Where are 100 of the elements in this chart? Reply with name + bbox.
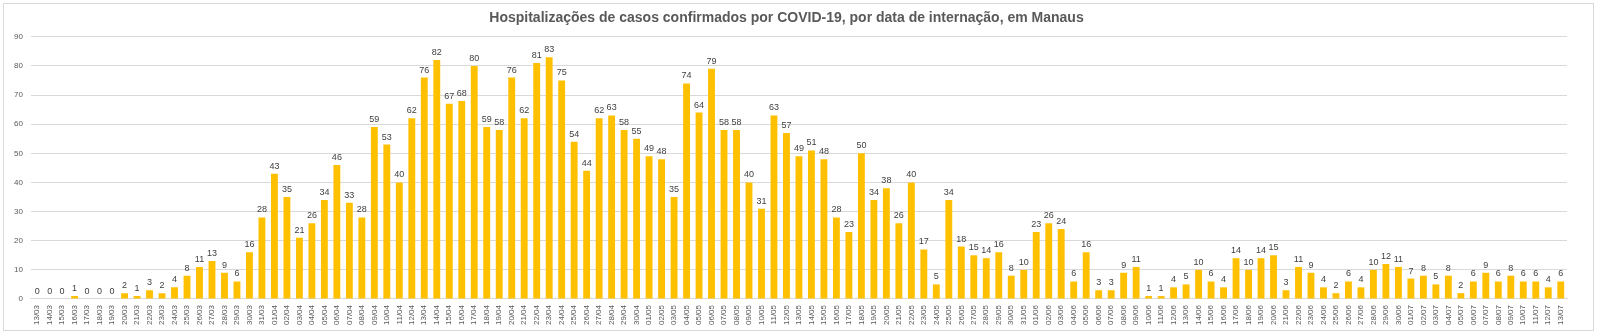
data-label: 63 <box>768 102 779 113</box>
bar <box>1270 255 1277 299</box>
bar <box>1007 275 1015 299</box>
data-label: 83 <box>544 44 555 55</box>
data-label: 6 <box>1071 268 1077 279</box>
data-label: 79 <box>706 55 717 66</box>
data-label: 10 <box>1193 256 1204 267</box>
data-label: 14 <box>981 245 992 256</box>
bar <box>558 80 566 299</box>
x-tick-label: 20/03 <box>119 304 129 326</box>
x-tick-label: 01/05 <box>644 304 654 326</box>
x-tick-label: 27/06 <box>1356 304 1366 326</box>
data-label: 2 <box>159 280 165 291</box>
bar <box>683 83 690 299</box>
data-label: 24 <box>1056 216 1067 227</box>
x-tick-label: 10/06 <box>1143 304 1153 326</box>
data-label: 10 <box>1018 256 1029 267</box>
x-tick-label: 26/03 <box>194 304 204 326</box>
x-tick-label: 04/04 <box>307 304 317 326</box>
data-label: 4 <box>1358 274 1364 285</box>
x-tick-label: 02/04 <box>282 304 292 326</box>
x-tick-label: 30/03 <box>244 304 254 326</box>
bar <box>907 182 915 299</box>
bar <box>1057 229 1065 299</box>
data-label: 49 <box>793 143 804 154</box>
x-tick-label: 15/05 <box>819 304 829 326</box>
bar <box>433 60 441 299</box>
bar <box>820 159 828 299</box>
x-tick-label: 28/05 <box>981 304 991 326</box>
bar <box>783 132 790 299</box>
data-label: 4 <box>1320 274 1326 285</box>
data-label: 43 <box>269 160 280 171</box>
x-tick-label: 20/04 <box>506 304 516 326</box>
bar <box>1482 272 1490 299</box>
bar <box>171 287 178 299</box>
bar <box>408 118 416 299</box>
data-label: 62 <box>406 105 417 116</box>
bar <box>1195 269 1203 299</box>
data-label: 48 <box>656 146 667 157</box>
x-tick-label: 23/05 <box>919 304 929 326</box>
data-label: 40 <box>906 169 917 180</box>
bar <box>895 223 903 299</box>
data-label: 6 <box>1495 268 1501 279</box>
bar <box>733 130 740 299</box>
data-label: 11 <box>1393 253 1404 264</box>
x-tick-label: 30/06 <box>1393 304 1403 326</box>
x-tick-label: 22/06 <box>1293 304 1303 326</box>
x-tick-label: 27/03 <box>207 304 217 326</box>
x-tick-label: 19/05 <box>869 304 879 326</box>
x-tick-label: 18/05 <box>856 304 866 326</box>
bar <box>583 170 591 299</box>
data-label: 58 <box>731 117 742 127</box>
x-tick-label: 16/03 <box>69 304 79 326</box>
x-tick-label: 02/05 <box>656 304 666 326</box>
data-label: 13 <box>206 248 217 259</box>
data-label: 58 <box>494 117 505 127</box>
data-label: 34 <box>319 186 330 197</box>
bar <box>308 223 316 299</box>
x-tick-label: 08/05 <box>731 304 741 326</box>
bar <box>870 199 878 299</box>
x-tick-label: 24/06 <box>1318 304 1328 326</box>
data-label: 0 <box>34 285 40 296</box>
x-tick-label: 04/05 <box>681 304 691 326</box>
data-label: 31 <box>756 195 767 206</box>
data-label: 1 <box>1158 283 1164 294</box>
data-label: 62 <box>594 105 605 116</box>
x-tick-label: 13/07 <box>1555 304 1565 326</box>
data-label: 2 <box>1333 280 1339 291</box>
data-label: 3 <box>147 277 153 288</box>
bar <box>970 255 978 299</box>
bar <box>1170 287 1178 299</box>
x-tick-label: 21/05 <box>894 304 904 326</box>
bar <box>1369 269 1377 299</box>
data-label: 9 <box>1121 259 1127 270</box>
bar <box>595 118 603 299</box>
x-tick-label: 26/04 <box>581 304 591 326</box>
bar <box>445 103 453 299</box>
data-label: 3 <box>1283 277 1289 288</box>
data-label: 49 <box>644 143 655 154</box>
data-label: 40 <box>394 169 405 180</box>
x-tick-label: 31/03 <box>257 304 267 326</box>
x-tick-label: 19/03 <box>107 304 117 326</box>
data-label: 2 <box>122 280 128 291</box>
data-label: 9 <box>1308 259 1314 270</box>
data-label: 8 <box>1445 262 1451 273</box>
bar <box>520 118 528 299</box>
bar <box>808 150 815 299</box>
x-tick-label: 16/06 <box>1218 304 1228 326</box>
x-tick-label: 09/04 <box>369 304 379 326</box>
data-label: 34 <box>943 186 954 197</box>
x-tick-label: 30/04 <box>631 304 641 326</box>
bar <box>982 258 990 299</box>
data-label: 59 <box>481 114 492 125</box>
bar <box>221 272 228 299</box>
data-label: 58 <box>719 117 730 127</box>
data-label: 62 <box>519 105 530 116</box>
bar <box>1444 275 1452 299</box>
x-tick-label: 06/04 <box>332 304 342 326</box>
x-tick-label: 22/04 <box>531 304 541 326</box>
x-tick-label: 25/05 <box>944 304 954 326</box>
